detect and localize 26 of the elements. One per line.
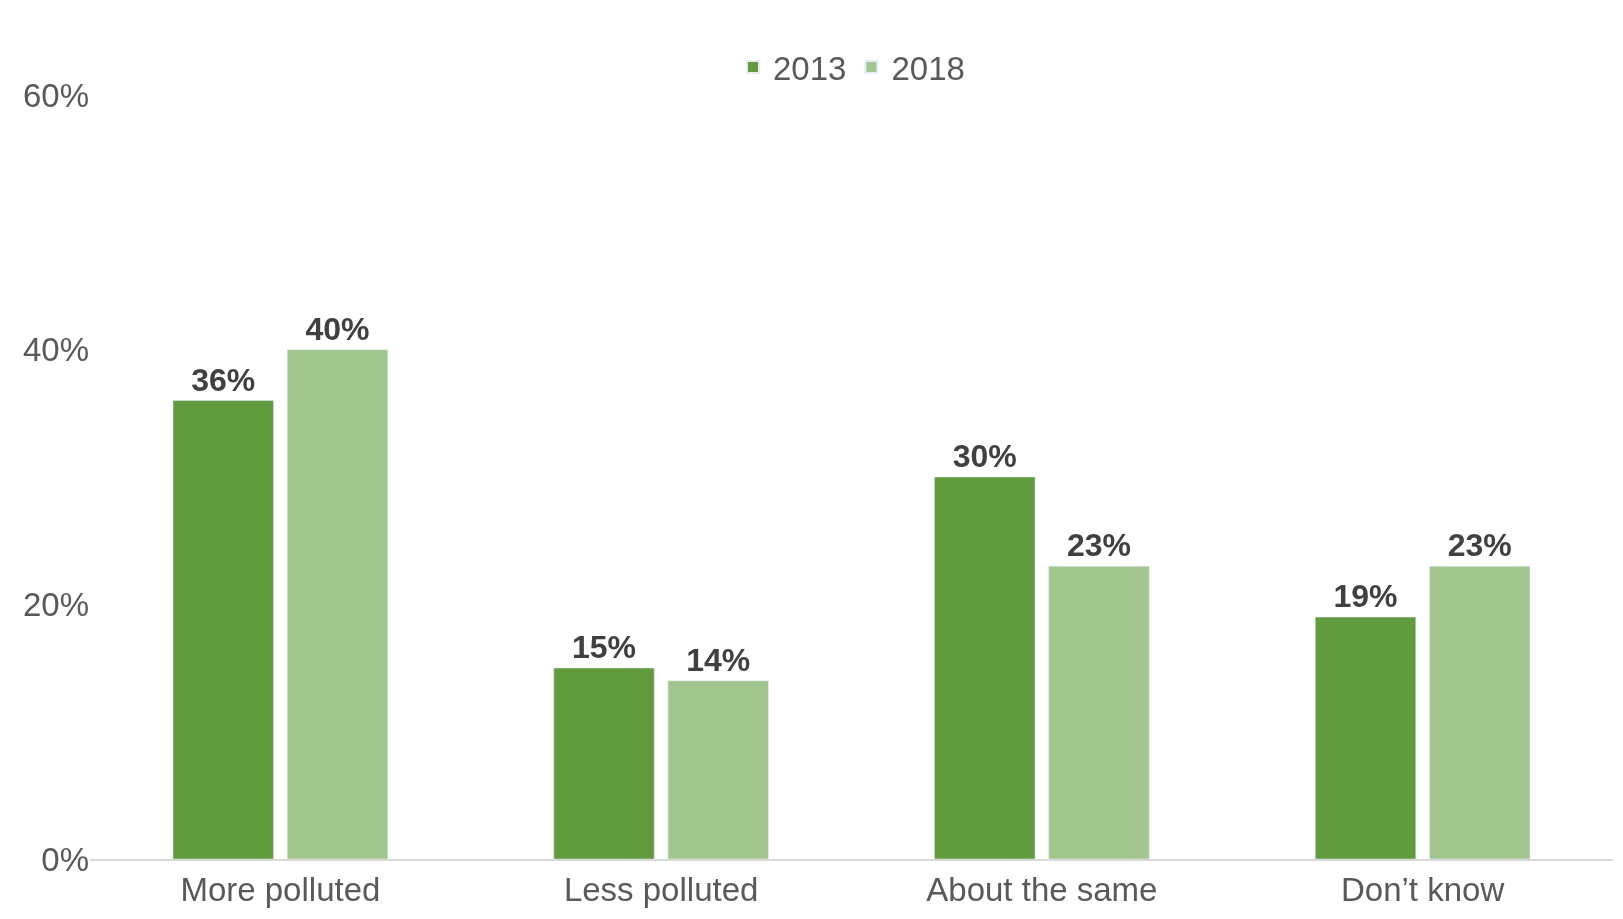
data-label: 40% <box>305 310 370 347</box>
bar <box>1429 565 1531 859</box>
x-tick-label: Don’t know <box>1341 870 1505 908</box>
bar <box>1315 616 1417 859</box>
legend-label: 2013 <box>773 49 847 87</box>
data-label: 14% <box>686 641 751 678</box>
y-tick-label: 0% <box>41 840 89 878</box>
x-tick-label: Less polluted <box>563 870 759 908</box>
bar <box>286 349 388 859</box>
bar <box>667 680 769 859</box>
x-tick-label: About the same <box>926 870 1158 908</box>
y-tick-label: 20% <box>22 585 89 623</box>
y-tick-label: 60% <box>22 76 89 114</box>
data-label: 15% <box>571 629 637 665</box>
bar <box>1048 565 1150 859</box>
bar <box>172 400 274 859</box>
legend-label: 2018 <box>891 49 965 87</box>
x-tick-label: More polluted <box>180 870 381 908</box>
data-label: 23% <box>1447 527 1512 564</box>
bar <box>934 476 1036 859</box>
data-label: 36% <box>191 361 256 398</box>
bar <box>553 667 655 859</box>
y-tick-label: 40% <box>22 331 89 369</box>
data-label: 23% <box>1066 527 1132 564</box>
data-label: 30% <box>952 438 1017 474</box>
data-label: 19% <box>1333 578 1398 615</box>
